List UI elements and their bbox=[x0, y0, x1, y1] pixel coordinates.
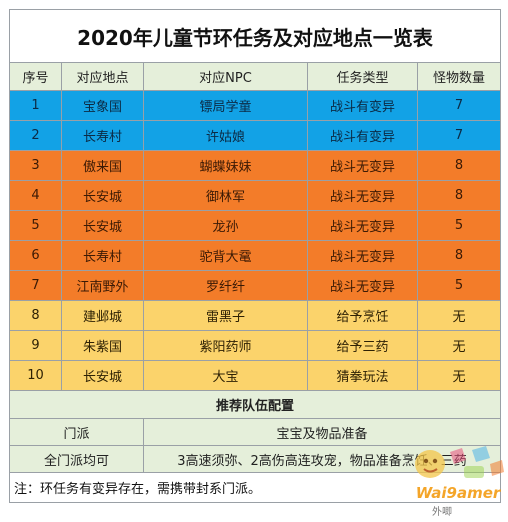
header-index: 序号 bbox=[9, 62, 62, 91]
cell-task-type: 战斗无变异 bbox=[307, 150, 418, 181]
table-row: 2 长寿村 许姑娘 战斗有变异 7 bbox=[9, 120, 502, 151]
table-row: 4 长安城 御林军 战斗无变异 8 bbox=[9, 180, 502, 211]
table-row: 3 傲来国 蝴蝶妹妹 战斗无变异 8 bbox=[9, 150, 502, 181]
cell-monster-count: 8 bbox=[416, 150, 502, 181]
cell-place: 宝象国 bbox=[61, 90, 144, 121]
cell-place: 长安城 bbox=[61, 210, 144, 241]
cell-npc: 龙孙 bbox=[143, 210, 308, 241]
team-row: 门派 宝宝及物品准备 bbox=[9, 418, 502, 446]
cell-place: 建邺城 bbox=[61, 300, 144, 331]
cell-npc: 雷黑子 bbox=[143, 300, 308, 331]
cell-npc: 御林军 bbox=[143, 180, 308, 211]
cell-task-type: 猜拳玩法 bbox=[307, 360, 418, 391]
cell-task-type: 给予三药 bbox=[307, 330, 418, 361]
cell-npc: 大宝 bbox=[143, 360, 308, 391]
cell-place: 长安城 bbox=[61, 180, 144, 211]
cell-task-type: 战斗无变异 bbox=[307, 240, 418, 271]
cell-monster-count: 8 bbox=[416, 180, 502, 211]
cell-index: 4 bbox=[9, 180, 62, 211]
cell-index: 5 bbox=[9, 210, 62, 241]
cell-place: 傲来国 bbox=[61, 150, 144, 181]
header-npc: 对应NPC bbox=[143, 62, 308, 91]
cell-npc: 紫阳药师 bbox=[143, 330, 308, 361]
cell-task-type: 战斗无变异 bbox=[307, 210, 418, 241]
table-row: 5 长安城 龙孙 战斗无变异 5 bbox=[9, 210, 502, 241]
cell-place: 长寿村 bbox=[61, 120, 144, 151]
cell-task-type: 战斗有变异 bbox=[307, 120, 418, 151]
header-row: 序号 对应地点 对应NPC 任务类型 怪物数量 bbox=[9, 62, 502, 91]
header-monster-count: 怪物数量 bbox=[416, 62, 502, 91]
cell-npc: 镖局学童 bbox=[143, 90, 308, 121]
cell-npc: 罗纤纤 bbox=[143, 270, 308, 301]
task-table-sheet: 2020年儿童节环任务及对应地点一览表 序号 对应地点 对应NPC 任务类型 怪… bbox=[8, 9, 502, 503]
cell-monster-count: 5 bbox=[416, 210, 502, 241]
cell-npc: 许姑娘 bbox=[143, 120, 308, 151]
note-row: 注：环任务有变异存在，需携带封系门派。 bbox=[8, 472, 502, 503]
cell-task-type: 战斗无变异 bbox=[307, 270, 418, 301]
cell-npc: 蝴蝶妹妹 bbox=[143, 150, 308, 181]
cell-index: 1 bbox=[9, 90, 62, 121]
header-place: 对应地点 bbox=[61, 62, 144, 91]
cell-index: 9 bbox=[9, 330, 62, 361]
watermark-graphic: Wai9amer 外唧 bbox=[415, 446, 504, 518]
cell-task-type: 战斗有变异 bbox=[307, 90, 418, 121]
watermark-subtext: 外唧 bbox=[432, 506, 452, 518]
title-row: 2020年儿童节环任务及对应地点一览表 bbox=[8, 9, 502, 63]
task-table: 2020年儿童节环任务及对应地点一览表 序号 对应地点 对应NPC 任务类型 怪… bbox=[8, 9, 502, 503]
team-section-title: 推荐队伍配置 bbox=[8, 390, 502, 419]
cell-index: 2 bbox=[9, 120, 62, 151]
team-left-cell: 全门派均可 bbox=[9, 445, 144, 473]
cell-place: 长安城 bbox=[61, 360, 144, 391]
table-title: 2020年儿童节环任务及对应地点一览表 bbox=[8, 9, 502, 63]
table-row: 6 长寿村 驼背大鼋 战斗无变异 8 bbox=[9, 240, 502, 271]
note-text: 注：环任务有变异存在，需携带封系门派。 bbox=[8, 472, 502, 503]
cell-index: 7 bbox=[9, 270, 62, 301]
cell-monster-count: 8 bbox=[416, 240, 502, 271]
cell-index: 3 bbox=[9, 150, 62, 181]
cell-place: 江南野外 bbox=[61, 270, 144, 301]
cell-monster-count: 7 bbox=[416, 90, 502, 121]
header-task-type: 任务类型 bbox=[307, 62, 418, 91]
watermark-logo: Wai9amer 外唧 bbox=[410, 438, 506, 518]
table-row: 8 建邺城 雷黑子 给予烹饪 无 bbox=[9, 300, 502, 331]
cell-index: 8 bbox=[9, 300, 62, 331]
cell-monster-count: 7 bbox=[416, 120, 502, 151]
cell-index: 10 bbox=[9, 360, 62, 391]
cell-monster-count: 无 bbox=[416, 360, 502, 391]
cell-place: 朱紫国 bbox=[61, 330, 144, 361]
cell-task-type: 战斗无变异 bbox=[307, 180, 418, 211]
cell-place: 长寿村 bbox=[61, 240, 144, 271]
cell-monster-count: 无 bbox=[416, 330, 502, 361]
cell-monster-count: 5 bbox=[416, 270, 502, 301]
table-row: 9 朱紫国 紫阳药师 给予三药 无 bbox=[9, 330, 502, 361]
table-row: 7 江南野外 罗纤纤 战斗无变异 5 bbox=[9, 270, 502, 301]
table-row: 1 宝象国 镖局学童 战斗有变异 7 bbox=[9, 90, 502, 121]
team-section-row: 推荐队伍配置 bbox=[8, 390, 502, 419]
cell-monster-count: 无 bbox=[416, 300, 502, 331]
table-row: 10 长安城 大宝 猜拳玩法 无 bbox=[9, 360, 502, 391]
cell-index: 6 bbox=[9, 240, 62, 271]
team-left-cell: 门派 bbox=[9, 418, 144, 446]
watermark-text: Wai9amer bbox=[416, 484, 502, 502]
cell-task-type: 给予烹饪 bbox=[307, 300, 418, 331]
cell-npc: 驼背大鼋 bbox=[143, 240, 308, 271]
